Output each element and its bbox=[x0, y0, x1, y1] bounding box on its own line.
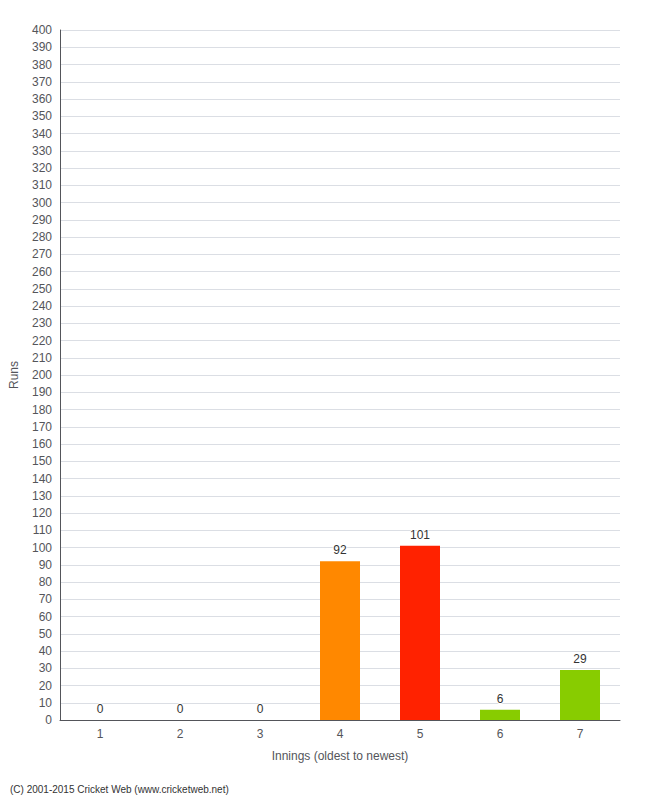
svg-text:101: 101 bbox=[410, 528, 430, 542]
svg-text:200: 200 bbox=[32, 368, 52, 382]
svg-text:29: 29 bbox=[573, 652, 587, 666]
svg-text:220: 220 bbox=[32, 334, 52, 348]
svg-text:260: 260 bbox=[32, 265, 52, 279]
svg-text:320: 320 bbox=[32, 161, 52, 175]
svg-text:4: 4 bbox=[337, 727, 344, 741]
svg-text:110: 110 bbox=[33, 523, 52, 537]
svg-text:370: 370 bbox=[32, 75, 52, 89]
svg-text:60: 60 bbox=[39, 610, 53, 624]
svg-text:40: 40 bbox=[39, 644, 53, 658]
svg-text:100: 100 bbox=[32, 541, 52, 555]
svg-text:360: 360 bbox=[32, 92, 52, 106]
svg-text:310: 310 bbox=[32, 178, 52, 192]
svg-text:350: 350 bbox=[32, 109, 52, 123]
svg-text:390: 390 bbox=[32, 40, 52, 54]
svg-text:3: 3 bbox=[257, 727, 264, 741]
svg-text:1: 1 bbox=[97, 727, 104, 741]
svg-text:170: 170 bbox=[32, 420, 52, 434]
svg-text:0: 0 bbox=[97, 702, 104, 716]
svg-text:30: 30 bbox=[39, 661, 53, 675]
svg-text:160: 160 bbox=[32, 437, 52, 451]
svg-text:210: 210 bbox=[32, 351, 52, 365]
svg-text:120: 120 bbox=[32, 506, 52, 520]
svg-text:240: 240 bbox=[32, 299, 52, 313]
svg-text:230: 230 bbox=[32, 316, 52, 330]
svg-text:70: 70 bbox=[39, 592, 53, 606]
svg-text:180: 180 bbox=[32, 403, 52, 417]
svg-text:270: 270 bbox=[32, 247, 52, 261]
svg-text:10: 10 bbox=[39, 696, 53, 710]
svg-text:2: 2 bbox=[177, 727, 184, 741]
svg-text:20: 20 bbox=[39, 679, 53, 693]
svg-text:80: 80 bbox=[39, 575, 53, 589]
svg-text:7: 7 bbox=[577, 727, 584, 741]
svg-text:0: 0 bbox=[177, 702, 184, 716]
svg-text:92: 92 bbox=[333, 543, 347, 557]
svg-text:6: 6 bbox=[497, 727, 504, 741]
svg-text:(C) 2001-2015 Cricket Web (www: (C) 2001-2015 Cricket Web (www.cricketwe… bbox=[10, 784, 229, 795]
svg-text:50: 50 bbox=[39, 627, 53, 641]
svg-text:Innings (oldest to newest): Innings (oldest to newest) bbox=[272, 749, 409, 763]
svg-text:330: 330 bbox=[32, 144, 52, 158]
svg-text:150: 150 bbox=[32, 454, 52, 468]
svg-text:90: 90 bbox=[39, 558, 53, 572]
svg-text:380: 380 bbox=[32, 58, 52, 72]
svg-text:280: 280 bbox=[32, 230, 52, 244]
svg-text:5: 5 bbox=[417, 727, 424, 741]
svg-text:340: 340 bbox=[32, 127, 52, 141]
svg-text:Runs: Runs bbox=[7, 361, 21, 389]
svg-text:0: 0 bbox=[257, 702, 264, 716]
svg-text:300: 300 bbox=[32, 196, 52, 210]
svg-text:250: 250 bbox=[32, 282, 52, 296]
svg-text:130: 130 bbox=[32, 489, 52, 503]
svg-text:6: 6 bbox=[497, 692, 504, 706]
svg-text:190: 190 bbox=[32, 385, 52, 399]
svg-text:140: 140 bbox=[32, 472, 52, 486]
svg-text:290: 290 bbox=[32, 213, 52, 227]
svg-text:0: 0 bbox=[45, 713, 52, 727]
svg-text:400: 400 bbox=[32, 23, 52, 37]
